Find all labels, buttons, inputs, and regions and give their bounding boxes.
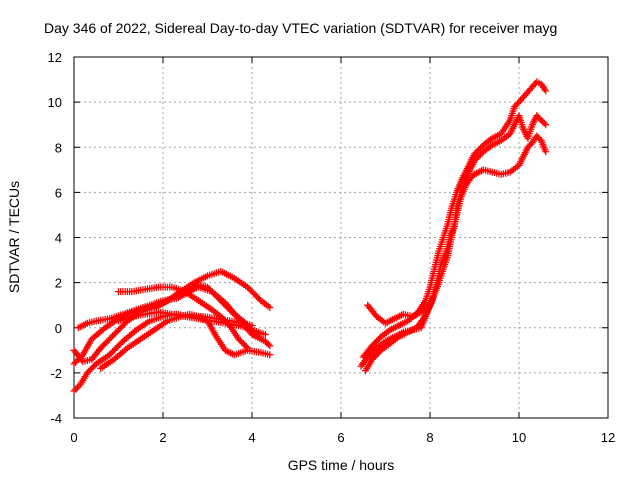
data-point <box>73 384 81 392</box>
series-track-4 <box>97 310 274 372</box>
x-tick-label: 8 <box>426 430 433 445</box>
x-tick-label: 12 <box>601 430 615 445</box>
data-point <box>542 148 550 156</box>
y-tick-label: 10 <box>48 95 62 110</box>
x-tick-label: 10 <box>512 430 526 445</box>
data-point <box>540 119 548 127</box>
series-track-6 <box>115 283 252 352</box>
y-tick-label: 4 <box>55 231 62 246</box>
data-point <box>422 299 430 307</box>
x-tick-labels: 0 2 4 6 8 10 12 <box>70 430 615 445</box>
data-point <box>542 121 550 129</box>
x-tick-label: 6 <box>337 430 344 445</box>
y-tick-label: 2 <box>55 276 62 291</box>
y-axis-label: SDTVAR / TECUs <box>6 181 22 293</box>
data-point <box>266 303 274 311</box>
data-point <box>261 331 269 339</box>
data-point <box>122 345 130 353</box>
data-point <box>99 325 107 333</box>
data-point <box>242 343 250 351</box>
series-track-5 <box>74 281 269 339</box>
axis-ticks <box>73 56 609 419</box>
x-tick-label: 4 <box>248 430 255 445</box>
y-tick-label: 0 <box>55 321 62 336</box>
grid <box>74 57 608 418</box>
x-tick-label: 0 <box>70 430 77 445</box>
data-point <box>266 351 274 359</box>
data-point <box>72 385 80 393</box>
y-tick-label: -4 <box>50 411 62 426</box>
data-point <box>542 87 550 95</box>
x-tick-label: 2 <box>159 430 166 445</box>
series-track-11 <box>364 299 430 327</box>
data-series <box>70 78 550 395</box>
y-tick-labels: -4 -2 0 2 4 6 8 10 12 <box>48 50 62 426</box>
x-axis-label: GPS time / hours <box>288 457 395 473</box>
y-tick-label: -2 <box>50 366 62 381</box>
data-point <box>131 327 139 335</box>
data-point <box>244 344 252 352</box>
y-tick-label: 6 <box>55 185 62 200</box>
data-point <box>252 331 260 339</box>
data-point <box>70 387 78 395</box>
data-point <box>264 340 272 348</box>
chart-title: Day 346 of 2022, Sidereal Day-to-day VTE… <box>44 20 557 36</box>
y-tick-label: 8 <box>55 140 62 155</box>
y-tick-label: 12 <box>48 50 62 65</box>
series-track-7 <box>115 308 260 339</box>
series-track-9 <box>361 112 550 375</box>
data-point <box>266 342 274 350</box>
